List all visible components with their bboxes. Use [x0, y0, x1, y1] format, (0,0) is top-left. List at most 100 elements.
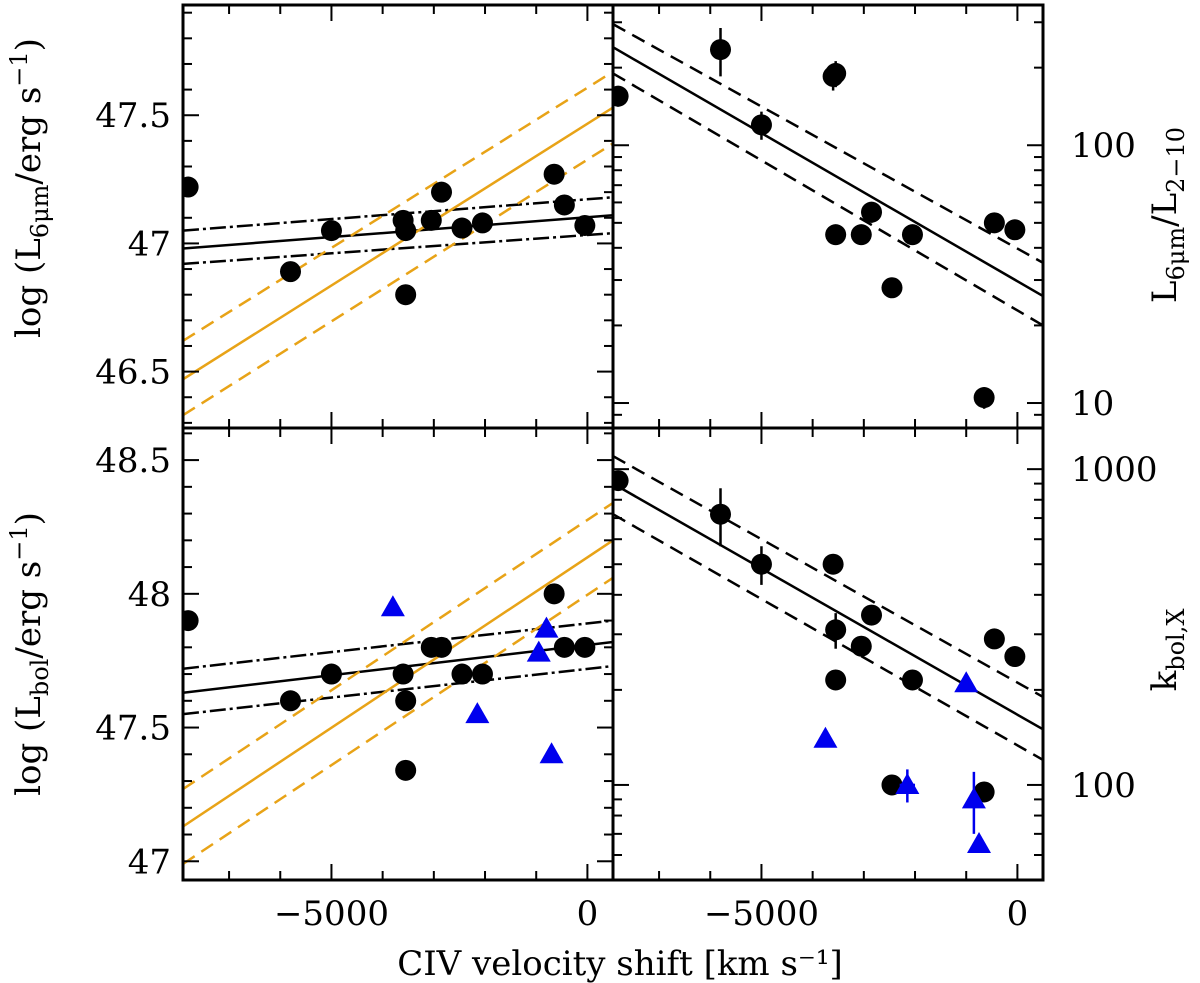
data-point-triangle: [895, 772, 920, 794]
plot-frame: [611, 426, 1045, 882]
data-point: [543, 583, 565, 605]
fit-line-dashed: [613, 513, 1043, 762]
data-point: [183, 176, 199, 198]
data-point: [983, 212, 1005, 234]
panel-top-right: 10 100: [611, 3, 1136, 430]
data-point-triangle: [954, 671, 979, 693]
y-axis-title-bottom-left: log (Lbol/erg s−1): [5, 512, 54, 796]
series-circles: [613, 470, 1026, 803]
fit-lines: [183, 70, 613, 417]
data-point: [822, 553, 844, 575]
data-point: [392, 663, 414, 685]
data-point: [850, 635, 872, 657]
y-tick-label: 48: [128, 575, 171, 615]
data-point: [431, 636, 453, 658]
data-point: [983, 628, 1005, 650]
data-point: [881, 277, 903, 299]
fit-line-dashed: [183, 70, 613, 342]
data-point: [280, 690, 301, 712]
panels: 46.5 47 47.5 10 100 47 47.5 48 48.5 −5000 0 100 1000…: [95, 3, 1158, 934]
y-tick-label: 47.5: [95, 96, 171, 136]
data-point-triangle: [534, 616, 559, 638]
fit-line-dashed: [613, 23, 1043, 264]
data-point-triangle: [526, 640, 551, 662]
y-tick-label: 47: [128, 842, 171, 882]
series-circles: [613, 27, 1026, 409]
data-point: [395, 690, 417, 712]
data-point: [825, 619, 847, 641]
data-point: [320, 220, 342, 242]
data-point: [553, 636, 575, 658]
series-triangles: [813, 671, 992, 854]
fit-line-solid: [183, 106, 613, 381]
panel-bottom-left: 47 47.5 48 48.5 −5000 0: [95, 426, 615, 934]
data-point: [431, 181, 453, 203]
x-axis-title: CIV velocity shift [km s⁻¹]: [397, 944, 843, 983]
data-point: [613, 85, 629, 107]
fit-line-dash-dot: [183, 196, 613, 232]
series-triangles: [380, 595, 564, 764]
data-point: [395, 284, 417, 306]
fit-line-solid: [613, 46, 1043, 298]
x-tick-label: 0: [577, 894, 599, 934]
data-point: [825, 224, 847, 246]
y-tick-label: 100: [1071, 126, 1136, 166]
series-circles: [183, 163, 596, 306]
data-point: [973, 387, 995, 409]
data-point: [420, 209, 442, 231]
data-point: [395, 759, 417, 781]
fit-line-dashed: [183, 576, 613, 865]
plot-frame: [181, 426, 615, 882]
fit-line-dashed: [183, 501, 613, 791]
data-point: [1004, 219, 1026, 241]
fit-line-solid: [183, 539, 613, 828]
x-tick-label: 0: [1007, 894, 1029, 934]
x-tick-label: −5000: [704, 894, 819, 934]
y-axis-title-top-right: L6μm/L2−10: [1145, 127, 1190, 303]
fit-line-dashed: [613, 454, 1043, 699]
data-point: [901, 669, 923, 691]
data-point: [861, 201, 883, 223]
fit-lines: [183, 501, 613, 865]
y-axis-title-bottom-right: kbol,X: [1145, 609, 1190, 692]
data-point-triangle: [961, 787, 986, 809]
data-point: [1004, 646, 1026, 668]
data-point: [881, 774, 903, 796]
data-point-triangle: [380, 595, 405, 617]
fit-line-dash-dot: [183, 664, 613, 716]
fit-line-dashed: [183, 142, 613, 417]
fit-line-solid: [613, 482, 1043, 731]
data-point: [395, 220, 417, 242]
y-axis-title-top-left: log (L6μm/erg s−1): [5, 38, 54, 338]
data-point: [710, 503, 731, 525]
fit-lines: [613, 454, 1043, 762]
data-point: [574, 214, 596, 236]
data-point: [574, 636, 596, 658]
x-tick-label: −5000: [274, 894, 389, 934]
data-point: [750, 553, 772, 575]
data-point: [471, 212, 493, 234]
data-point-triangle: [465, 702, 490, 724]
y-tick-label: 1000: [1071, 450, 1158, 490]
y-tick-label: 47: [128, 224, 171, 264]
data-point: [280, 261, 301, 283]
data-point: [861, 604, 883, 626]
data-point: [850, 224, 872, 246]
data-point: [750, 114, 772, 136]
data-point: [825, 669, 847, 691]
fit-line-dash-dot: [183, 231, 613, 266]
y-tick-label: 10: [1071, 384, 1114, 424]
data-point-triangle: [967, 832, 992, 854]
y-tick-label: 48.5: [95, 441, 171, 481]
data-point: [710, 39, 731, 61]
data-point: [825, 62, 847, 84]
data-point-triangle: [813, 726, 838, 748]
data-point: [471, 663, 493, 685]
y-tick-label: 46.5: [95, 353, 171, 393]
data-point: [901, 224, 923, 246]
data-point-triangle: [539, 742, 564, 764]
data-point: [320, 663, 342, 685]
y-tick-label: 100: [1071, 766, 1136, 806]
panel-top-left: 46.5 47 47.5: [95, 3, 615, 430]
